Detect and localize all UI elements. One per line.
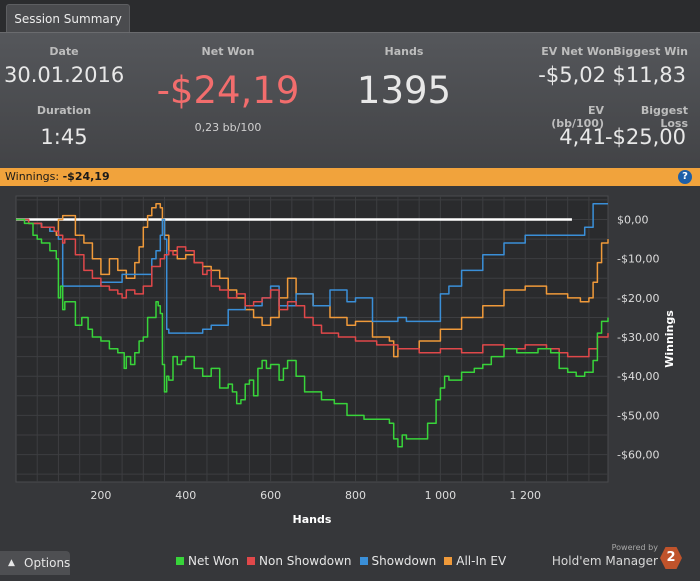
legend-swatch-icon [247,557,255,565]
powered-by-text: Powered by [611,543,658,552]
legend-swatch-icon [176,557,184,565]
legend-label: Non Showdown [259,554,352,568]
duration-value: 1:45 [40,125,88,149]
brand-name: Hold'em Manager [551,554,658,568]
ev-bb-label: EV (bb/100) [551,104,604,130]
y-tick-label: -$20,00 [617,292,659,305]
duration-label: Duration [36,104,92,117]
biggest-win-value: $11,83 [612,63,686,87]
ev-net-won-label: EV Net Won [541,45,614,58]
y-tick-label: $0,00 [617,214,649,227]
net-won-label: Net Won [201,45,255,58]
biggest-win-label: Biggest Win [613,45,688,58]
winnings-label: Winnings: [5,170,60,183]
legend-item[interactable]: All-In EV [444,554,506,568]
legend-item[interactable]: Non Showdown [247,554,352,568]
hands-label: Hands [384,45,424,58]
biggest-loss-label: Biggest Loss [640,104,688,130]
tab-bar: Session Summary [0,0,700,33]
y-tick-label: -$10,00 [617,253,659,266]
y-tick-label: -$50,00 [617,409,659,422]
biggest-loss-value: -$25,00 [604,125,686,149]
help-icon[interactable]: ? [678,170,692,184]
y-tick-label: -$60,00 [617,449,659,462]
x-tick-label: 400 [175,489,196,502]
options-label: Options [24,556,71,570]
x-axis-title: Hands [293,513,332,526]
series-line-non-showdown [16,218,609,358]
winnings-text: Winnings: -$24,19 [5,168,110,186]
bb-per-100-value: 0,23 bb/100 [194,121,262,134]
legend-item[interactable]: Net Won [176,554,239,568]
legend-label: All-In EV [456,554,507,568]
legend-item[interactable]: Showdown [359,554,437,568]
ev-net-won-value: -$5,02 [538,63,606,87]
y-axis-title: Winnings [663,310,676,368]
winnings-value: -$24,19 [62,170,110,183]
date-value: 30.01.2016 [4,63,125,87]
x-tick-label: 1 000 [425,489,457,502]
series-line-net-won [16,218,609,448]
ev-bb-value: 4,41 [559,125,606,149]
legend-swatch-icon [359,557,368,565]
winnings-chart: $0,00 -$10,00 -$20,00 -$30,00 -$40,00 -$50,00… [15,195,676,526]
bottom-bar [0,544,700,581]
legend-label: Net Won [188,554,239,568]
net-won-value: -$24,19 [156,69,300,112]
legend-swatch-icon [444,557,453,565]
x-tick-label: 1 200 [509,489,541,502]
x-tick-label: 600 [260,489,281,502]
chart-legend: Net Won Non Showdown Showdown All-In EV [176,554,514,568]
brand-logo: Powered by Hold'em Manager 2 [552,543,684,577]
tab-session-summary[interactable]: Session Summary [6,4,130,33]
y-tick-label: -$30,00 [617,331,659,344]
chevron-up-icon: ▲ [8,558,15,568]
y-tick-label: -$40,00 [617,370,659,383]
hem2-logo-icon: 2 [660,547,682,569]
hands-value: 1395 [356,69,452,112]
x-tick-label: 800 [345,489,366,502]
winnings-banner: Winnings: -$24,19 ? [0,168,700,186]
x-tick-label: 200 [90,489,111,502]
summary-panel: Date 30.01.2016 Duration 1:45 Net Won -$… [0,32,700,169]
options-button[interactable]: ▲ Options [0,551,70,575]
date-label: Date [49,45,79,58]
legend-label: Showdown [371,554,437,568]
chart-area: $0,00 -$10,00 -$20,00 -$30,00 -$40,00 -$50,00… [0,186,700,544]
